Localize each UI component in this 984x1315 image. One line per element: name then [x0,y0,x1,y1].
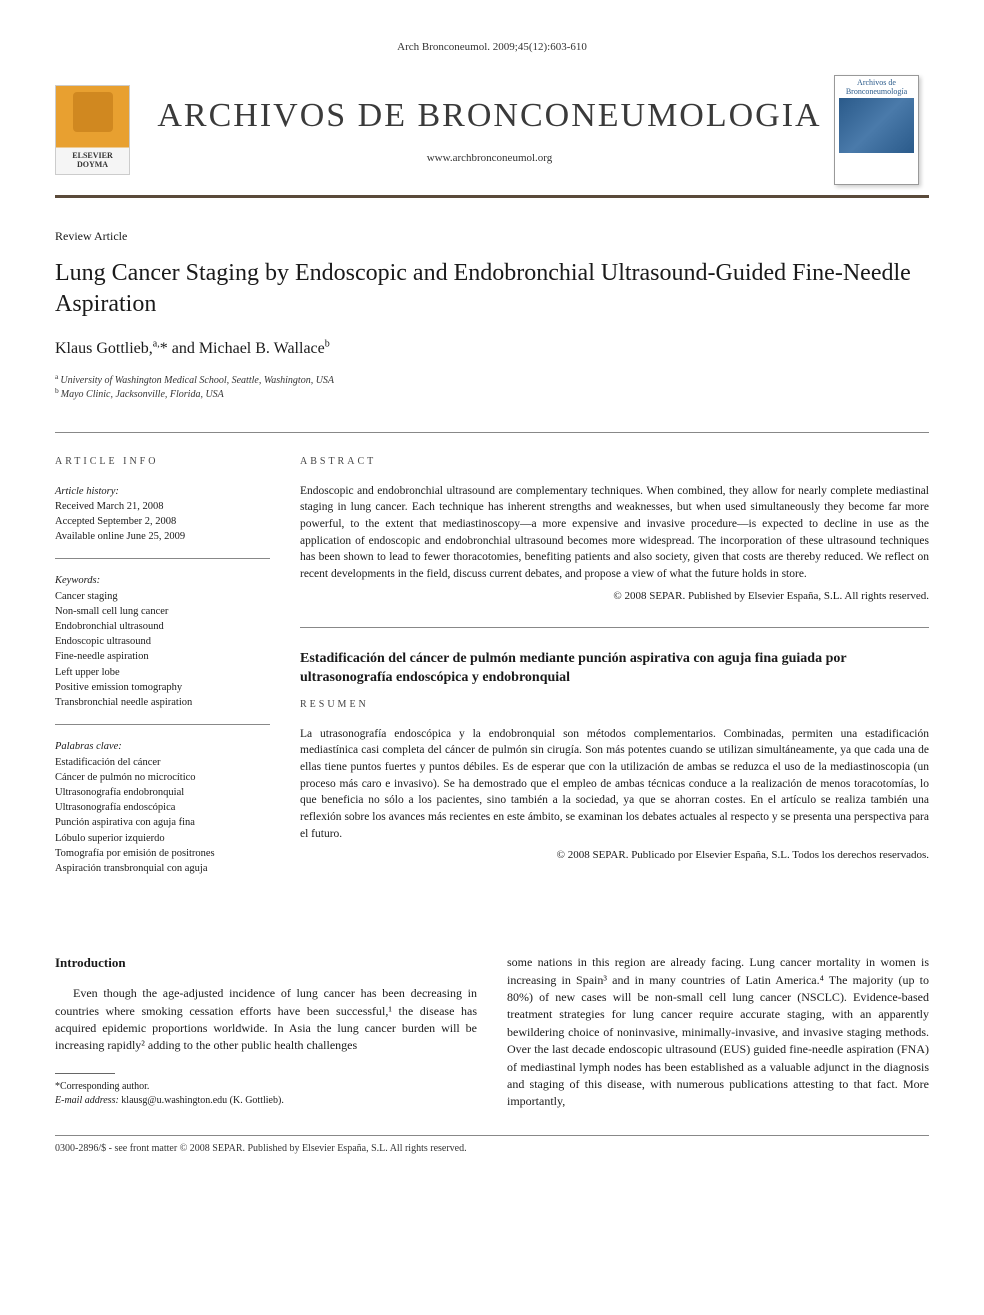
abstract-heading: ABSTRACT [300,455,929,469]
palabra: Aspiración transbronquial con aguja [55,861,270,876]
history-label: Article history: [55,484,270,499]
history-item: Received March 21, 2008 [55,499,270,514]
keyword: Cancer staging [55,589,270,604]
keyword: Left upper lobe [55,665,270,680]
spanish-title: Estadificación del cáncer de pulmón medi… [300,627,929,688]
body-column-right: some nations in this region are already … [507,954,929,1111]
palabras-label: Palabras clave: [55,739,270,754]
keyword: Endobronchial ultrasound [55,619,270,634]
affiliation: aUniversity of Washington Medical School… [55,374,929,388]
abstract-column: ABSTRACT Endoscopic and endobronchial ul… [300,455,929,904]
article-info-column: ARTICLE INFO Article history: Received M… [55,455,270,904]
article-title: Lung Cancer Staging by Endoscopic and En… [55,258,929,320]
email-label: E-mail address: [55,1095,119,1106]
keyword: Positive emission tomography [55,680,270,695]
history-item: Accepted September 2, 2008 [55,514,270,529]
publisher-logo-wrap [55,85,145,175]
author-list: Klaus Gottlieb,a,* and Michael B. Wallac… [55,338,929,360]
corresponding-author-email: E-mail address: klausg@u.washington.edu … [55,1094,477,1108]
keyword: Fine-needle aspiration [55,649,270,664]
palabras-block: Palabras clave: Estadificación del cánce… [55,739,270,890]
resumen-text: La utrasonografía endoscópica y la endob… [300,726,929,843]
palabra: Tomografía por emisión de positrones [55,846,270,861]
resumen-copyright: © 2008 SEPAR. Publicado por Elsevier Esp… [300,848,929,863]
journal-url[interactable]: www.archbronconeumol.org [145,151,834,166]
email-value[interactable]: klausg@u.washington.edu (K. Gottlieb). [121,1095,284,1106]
palabra: Punción aspirativa con aguja fina [55,815,270,830]
affiliations: aUniversity of Washington Medical School… [55,374,929,402]
keywords-block: Keywords: Cancer staging Non-small cell … [55,573,270,725]
body-columns: Introduction Even though the age-adjuste… [55,954,929,1111]
keyword: Non-small cell lung cancer [55,604,270,619]
history-item: Available online June 25, 2009 [55,529,270,544]
article-history-block: Article history: Received March 21, 2008… [55,484,270,560]
resumen-heading: RESUMEN [300,698,929,712]
journal-title: ARCHIVOS DE BRONCONEUMOLOGIA [145,93,834,139]
abstract-copyright: © 2008 SEPAR. Published by Elsevier Espa… [300,589,929,604]
introduction-heading: Introduction [55,954,477,973]
masthead: ARCHIVOS DE BRONCONEUMOLOGIA www.archbro… [55,75,929,198]
page-footer: 0300-2896/$ - see front matter © 2008 SE… [55,1135,929,1156]
palabra: Estadificación del cáncer [55,755,270,770]
palabra: Lóbulo superior izquierdo [55,831,270,846]
keywords-label: Keywords: [55,573,270,588]
article-type: Review Article [55,228,929,244]
body-column-left: Introduction Even though the age-adjuste… [55,954,477,1111]
article-info-heading: ARTICLE INFO [55,455,270,470]
keyword: Endoscopic ultrasound [55,634,270,649]
running-head: Arch Bronconeumol. 2009;45(12):603-610 [55,40,929,55]
cover-thumb-title: Archivos de Bronconeumología [838,79,915,97]
elsevier-logo [55,85,130,175]
corresponding-author-label: *Corresponding author. [55,1080,477,1094]
affiliation: bMayo Clinic, Jacksonville, Florida, USA [55,388,929,402]
abstract-text: Endoscopic and endobronchial ultrasound … [300,483,929,583]
body-paragraph: some nations in this region are already … [507,954,929,1111]
journal-cover-icon: Archivos de Bronconeumología [834,75,919,185]
body-paragraph: Even though the age-adjusted incidence o… [55,985,477,1055]
cover-thumb-wrap: Archivos de Bronconeumología [834,75,929,185]
keyword: Transbronchial needle aspiration [55,695,270,710]
palabra: Ultrasonografía endoscópica [55,800,270,815]
footnote-rule [55,1073,115,1074]
palabra: Ultrasonografía endobronquial [55,785,270,800]
palabra: Cáncer de pulmón no microcítico [55,770,270,785]
